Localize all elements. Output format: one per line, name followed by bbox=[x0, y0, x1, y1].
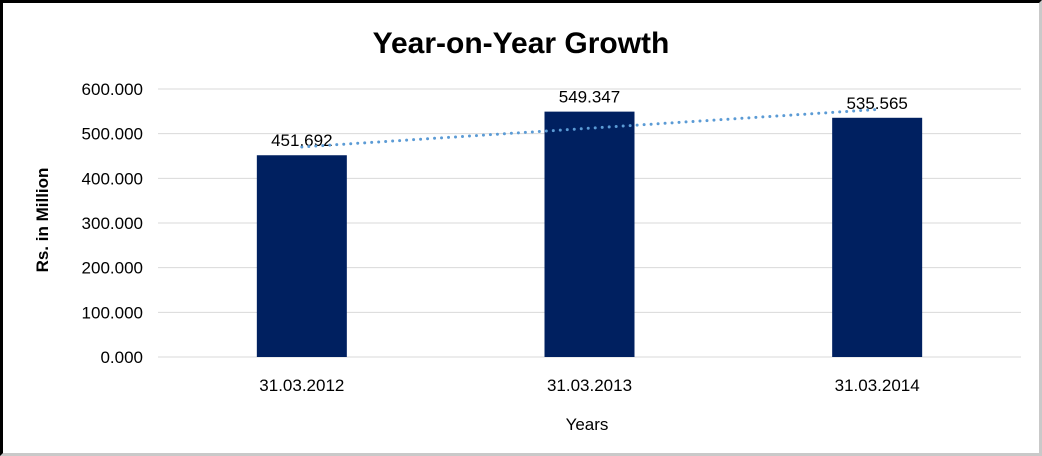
bar bbox=[832, 117, 923, 357]
trendline bbox=[300, 107, 879, 149]
y-tick-label: 500.000 bbox=[82, 125, 143, 144]
bar-value-label: 535.565 bbox=[846, 94, 907, 113]
y-tick-label: 300.000 bbox=[82, 214, 143, 233]
x-axis-title: Years bbox=[565, 415, 609, 434]
y-tick-label: 100.000 bbox=[82, 303, 143, 322]
chart-title: Year-on-Year Growth bbox=[372, 27, 670, 60]
bar bbox=[544, 111, 635, 358]
y-tick-label: 0.000 bbox=[100, 348, 143, 367]
chart-plot: 0.000 100.000 200.000 300.000 400.000 500.000… bbox=[82, 80, 1021, 395]
y-tick-label: 400.000 bbox=[82, 169, 143, 188]
y-tick-label: 600.000 bbox=[82, 80, 143, 99]
y-tick-label: 200.000 bbox=[82, 259, 143, 278]
bar bbox=[256, 155, 347, 357]
x-tick-label: 31.03.2012 bbox=[259, 376, 344, 395]
x-tick-label: 31.03.2013 bbox=[547, 376, 632, 395]
x-tick-label: 31.03.2014 bbox=[835, 376, 920, 395]
bar-value-label: 549.347 bbox=[559, 88, 620, 107]
